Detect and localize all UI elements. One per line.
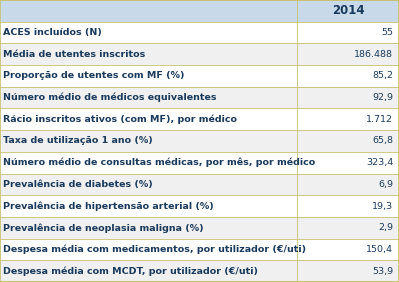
Bar [0, 195, 297, 217]
Bar [0, 22, 297, 43]
Text: Média de utentes inscritos: Média de utentes inscritos [3, 50, 146, 59]
Text: 55: 55 [381, 28, 393, 37]
Bar [297, 22, 399, 43]
Bar [297, 173, 399, 195]
Bar [0, 130, 297, 152]
Text: Prevalência de diabetes (%): Prevalência de diabetes (%) [3, 180, 153, 189]
Bar [0, 239, 297, 260]
Text: ACES incluídos (N): ACES incluídos (N) [3, 28, 102, 37]
Text: Proporção de utentes com MF (%): Proporção de utentes com MF (%) [3, 71, 185, 80]
Bar [0, 109, 297, 130]
Text: 92,9: 92,9 [372, 93, 393, 102]
Text: Número médio de consultas médicas, por mês, por médico: Número médio de consultas médicas, por m… [3, 158, 316, 168]
Text: 6,9: 6,9 [378, 180, 393, 189]
Text: Prevalência de hipertensão arterial (%): Prevalência de hipertensão arterial (%) [3, 201, 214, 211]
Bar [297, 0, 399, 22]
Bar [297, 43, 399, 65]
Text: 65,8: 65,8 [372, 136, 393, 146]
Bar [297, 87, 399, 109]
Bar [297, 152, 399, 173]
Bar [297, 65, 399, 87]
Bar [0, 152, 297, 173]
Text: 2014: 2014 [332, 4, 364, 17]
Bar [0, 43, 297, 65]
Text: 150,4: 150,4 [366, 245, 393, 254]
Text: 19,3: 19,3 [372, 202, 393, 211]
Bar [297, 239, 399, 260]
Text: 186.488: 186.488 [354, 50, 393, 59]
Text: Despesa média com MCDT, por utilizador (€/uti): Despesa média com MCDT, por utilizador (… [3, 266, 258, 276]
Bar [0, 65, 297, 87]
Text: 2,9: 2,9 [378, 223, 393, 232]
Bar [297, 109, 399, 130]
Bar [297, 217, 399, 239]
Text: 53,9: 53,9 [372, 267, 393, 276]
Bar [0, 260, 297, 282]
Bar [0, 217, 297, 239]
Bar [0, 173, 297, 195]
Bar [0, 87, 297, 109]
Text: Rácio inscritos ativos (com MF), por médico: Rácio inscritos ativos (com MF), por méd… [3, 114, 237, 124]
Text: 323,4: 323,4 [366, 158, 393, 167]
Bar [297, 195, 399, 217]
Bar [297, 130, 399, 152]
Text: Taxa de utilização 1 ano (%): Taxa de utilização 1 ano (%) [3, 136, 153, 146]
Text: Prevalência de neoplasia maligna (%): Prevalência de neoplasia maligna (%) [3, 223, 204, 233]
Text: 85,2: 85,2 [372, 71, 393, 80]
Bar [297, 260, 399, 282]
Bar [0, 0, 297, 22]
Text: Número médio de médicos equivalentes: Número médio de médicos equivalentes [3, 93, 217, 102]
Text: Despesa média com medicamentos, por utilizador (€/uti): Despesa média com medicamentos, por util… [3, 245, 306, 254]
Text: 1.712: 1.712 [366, 115, 393, 124]
